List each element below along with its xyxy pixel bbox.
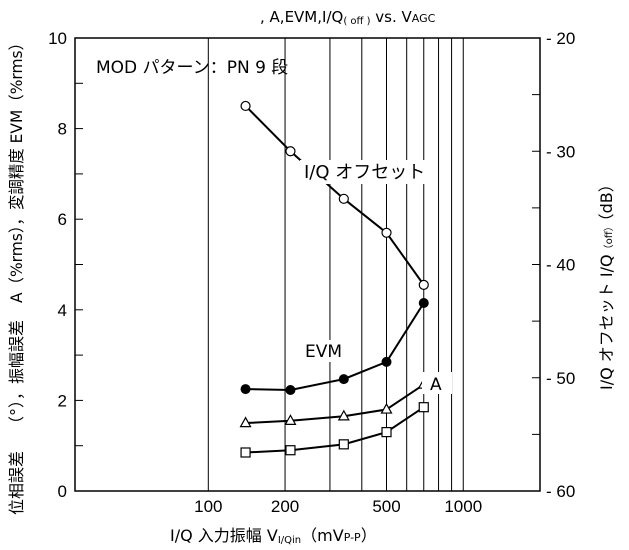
data-point-evm xyxy=(338,374,349,385)
data-point-phase xyxy=(338,439,349,450)
data-point-evm xyxy=(418,298,429,309)
series-label-evm: EVM xyxy=(305,342,342,362)
chart-title-part-1: , A,EVM,I/Q xyxy=(260,8,343,26)
label-bg-iq-offset xyxy=(300,160,438,184)
right-tick-label: - 40 xyxy=(546,256,575,275)
plot-frame xyxy=(74,37,541,492)
data-point-a xyxy=(337,409,350,421)
axis-ticks xyxy=(75,82,540,447)
chart-title-part-3: vs. V xyxy=(370,8,412,26)
data-point-iq-offset xyxy=(285,146,296,157)
x-tick-labels: 100 200 500 1000 xyxy=(194,497,482,516)
x-tick-label: 100 xyxy=(194,497,222,516)
x-tick-label: 500 xyxy=(372,497,400,516)
data-point-iq-offset xyxy=(418,279,429,290)
data-point-phase xyxy=(240,447,251,458)
x-axis-label-part-4: P-P xyxy=(344,531,361,544)
label-bg-a xyxy=(422,372,452,394)
x-tick-label: 200 xyxy=(271,497,299,516)
data-point-a xyxy=(239,416,252,428)
right-axis-label: I/Q オフセット I/Q（off）（dB） xyxy=(597,176,616,390)
left-tick-label: 8 xyxy=(58,120,67,139)
series-label-a: A xyxy=(430,375,442,395)
right-axis-label-part-3: （dB） xyxy=(597,176,616,221)
left-axis-label-part-3: A（%rms），変調精度 EVM（%rms） xyxy=(7,35,26,303)
right-tick-label: - 30 xyxy=(546,142,575,161)
series-label-iq-offset: I/Q オフセット xyxy=(304,162,425,183)
chart-title: , A,EVM,I/Q( off ) vs. VAGC xyxy=(260,8,436,27)
data-point-evm xyxy=(381,356,392,367)
series-markers xyxy=(239,100,430,458)
data-point-a xyxy=(380,402,393,414)
data-point-iq-offset xyxy=(381,227,392,238)
right-tick-label: - 50 xyxy=(546,369,575,388)
left-tick-label: 0 xyxy=(58,482,67,501)
x-axis-label: I/Q 入力振幅 VI/Qin（mVP-P） xyxy=(170,526,377,546)
data-point-phase xyxy=(418,402,429,413)
x-axis-label-part-2: I/Qin xyxy=(278,535,301,546)
x-axis-label-part-1: I/Q 入力振幅 V xyxy=(170,526,278,545)
chart-title-part-4: AGC xyxy=(412,12,436,25)
data-point-a xyxy=(284,414,297,425)
right-tick-label: - 60 xyxy=(546,482,575,501)
chart-annotation: MOD パターン：PN 9 段 xyxy=(96,58,288,78)
data-point-evm xyxy=(240,384,251,395)
left-tick-labels: 0 2 4 6 8 10 xyxy=(48,29,67,501)
left-tick-label: 4 xyxy=(58,301,67,320)
right-axis-label-part-1: I/Q オフセット I/Q xyxy=(597,254,616,390)
right-axis-label-part-2: （off） xyxy=(603,221,615,254)
series-line-3 xyxy=(245,406,425,454)
label-bg-evm xyxy=(300,340,356,362)
gridlines xyxy=(207,38,464,491)
right-tick-label: - 20 xyxy=(546,29,575,48)
left-tick-label: 6 xyxy=(58,210,67,229)
x-tick-label: 1000 xyxy=(444,497,482,516)
left-axis-label-part-1: 位相誤差 xyxy=(7,451,26,515)
left-tick-label: 2 xyxy=(58,391,67,410)
series-lines xyxy=(244,105,425,454)
x-axis-label-part-3: （mV xyxy=(301,526,344,545)
series-line-0 xyxy=(244,105,425,286)
right-tick-labels: - 20 - 30 - 40 - 50 - 60 xyxy=(546,29,575,501)
left-axis-label-part-2: （°），振幅誤差 xyxy=(7,320,26,432)
data-point-iq-offset xyxy=(240,100,251,112)
left-axis-label: 位相誤差 （°），振幅誤差 A（%rms），変調精度 EVM（%rms） xyxy=(7,35,26,515)
data-point-iq-offset xyxy=(338,193,349,204)
x-axis-label-part-5: ） xyxy=(361,526,377,545)
chart-title-part-2: ( off ) xyxy=(343,16,370,27)
data-point-phase xyxy=(285,445,296,456)
left-tick-label: 10 xyxy=(48,29,67,48)
data-point-phase xyxy=(381,427,392,438)
data-point-evm xyxy=(285,384,296,395)
